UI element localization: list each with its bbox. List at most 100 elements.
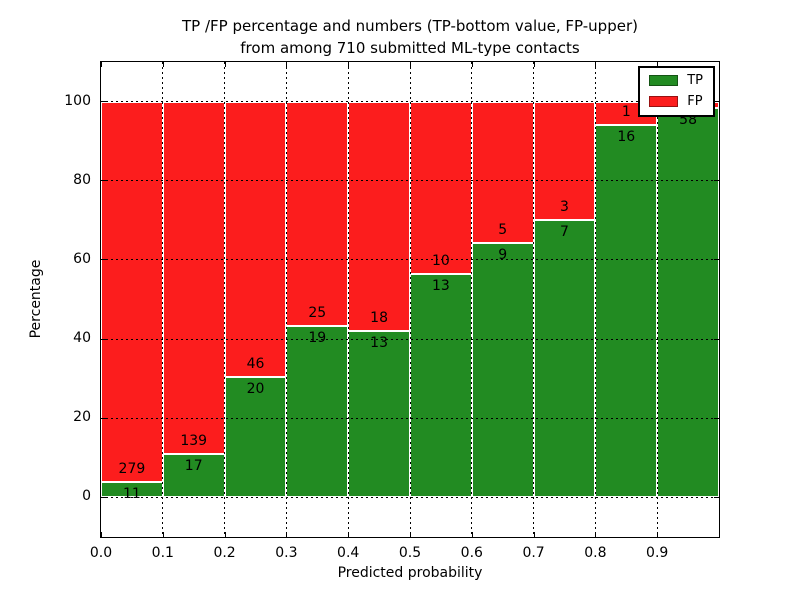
bar-fp-segment [471, 101, 534, 243]
bar-tp-segment [471, 242, 534, 498]
plot-area: TP FP 279 11 139 17 46 20 25 19 18 13 10 13 5 9 3 7 1 16 1… [64, 61, 720, 561]
legend-label-fp: FP [687, 94, 703, 109]
tp-count-label: 19 [308, 330, 327, 347]
x-tick-mark [410, 532, 411, 537]
x-tick-label: 0.0 [89, 545, 113, 561]
fp-count-label: 3 [560, 199, 569, 216]
bar-tp-segment [348, 331, 410, 498]
x-tick-mark [533, 532, 535, 537]
y-tick-label: 20 [73, 409, 91, 426]
x-tick-mark [595, 62, 597, 67]
y-tick-mark [714, 496, 719, 498]
x-tick-mark [286, 532, 288, 537]
fp-count-label: 25 [308, 305, 327, 322]
y-axis-label: Percentage [28, 259, 44, 339]
bar-fp-segment [348, 101, 410, 332]
bar-fp-segment [162, 101, 225, 455]
y-tick-mark [714, 180, 719, 182]
y-tick-mark [101, 180, 106, 182]
y-tick-mark [101, 417, 106, 419]
y-tick-mark [101, 338, 106, 340]
gridline-vertical [533, 62, 535, 537]
x-tick-label: 0.9 [646, 545, 669, 561]
tp-count-label: 16 [617, 128, 636, 145]
gridline-vertical [656, 62, 658, 537]
y-tick-label: 60 [73, 250, 91, 267]
fp-count-label: 139 [180, 433, 208, 450]
y-tick-mark [101, 101, 106, 103]
gridline-vertical [347, 62, 349, 537]
y-tick-mark [101, 496, 106, 498]
fp-count-label: 18 [370, 310, 388, 327]
bar-tp-segment [533, 220, 596, 498]
bar-fp-segment [410, 101, 472, 274]
x-axis-label: Predicted probability [337, 565, 483, 581]
x-tick-mark [595, 532, 597, 537]
y-tick-label: 40 [73, 330, 91, 347]
gridline-vertical [471, 62, 473, 537]
y-tick-mark [714, 417, 719, 419]
x-tick-mark [101, 532, 102, 537]
fp-swatch-icon [649, 96, 679, 107]
tp-count-label: 20 [246, 381, 265, 398]
x-tick-mark [533, 62, 535, 67]
tp-count-label: 9 [498, 246, 508, 263]
x-tick-mark [162, 62, 164, 67]
bar-tp-segment [595, 124, 658, 498]
x-tick-mark [162, 532, 164, 537]
tp-count-label: 11 [122, 486, 141, 503]
x-tick-mark [101, 62, 102, 67]
x-tick-mark [471, 532, 473, 537]
bar-fp-segment [286, 101, 349, 327]
x-tick-label: 0.2 [213, 545, 236, 561]
gridline-vertical [162, 62, 164, 537]
fp-count-label: 5 [498, 221, 508, 238]
tp-count-label: 13 [431, 277, 450, 294]
tp-count-label: 7 [560, 224, 569, 241]
bar-tp-segment [224, 377, 287, 498]
x-tick-label: 0.3 [275, 545, 298, 561]
x-tick-mark [410, 62, 411, 67]
x-tick-mark [348, 62, 350, 67]
tp-swatch-icon [649, 75, 679, 86]
gridline-vertical [224, 62, 226, 537]
fp-count-label: 279 [118, 461, 146, 478]
x-tick-mark [286, 62, 288, 67]
legend-entry-fp: FP [649, 95, 703, 108]
x-tick-mark [224, 532, 226, 537]
x-tick-label: 0.1 [151, 545, 174, 561]
y-tick-mark [714, 101, 719, 103]
legend-entry-tp: TP [649, 74, 703, 87]
tp-count-label: 13 [370, 335, 388, 352]
x-tick-mark [348, 532, 350, 537]
tp-count-label: 17 [184, 458, 203, 475]
fp-count-label: 46 [246, 356, 265, 373]
y-tick-mark [714, 338, 719, 340]
chart-title-line2: from among 710 submitted ML-type contact… [240, 39, 580, 57]
x-tick-label: 0.8 [584, 545, 607, 561]
bar-tp-segment [162, 454, 225, 498]
chart-title: TP /FP percentage and numbers (TP-bottom… [101, 15, 719, 59]
y-tick-mark [101, 259, 106, 261]
x-tick-label: 0.4 [337, 545, 360, 561]
x-tick-mark [657, 532, 659, 537]
fp-count-label: 1 [621, 103, 631, 120]
bar-fp-segment [101, 101, 163, 483]
gridline-vertical [285, 62, 287, 537]
x-tick-mark [224, 62, 226, 67]
bar-tp-segment [657, 108, 719, 498]
x-tick-mark [657, 62, 659, 67]
y-tick-label: 80 [73, 171, 91, 188]
bar-tp-segment [286, 326, 349, 498]
legend: TP FP [638, 66, 715, 117]
legend-label-tp: TP [687, 73, 703, 88]
y-tick-label: 0 [82, 488, 91, 505]
y-tick-label: 100 [64, 92, 91, 109]
chart-title-line1: TP /FP percentage and numbers (TP-bottom… [182, 17, 638, 35]
gridline-vertical [409, 62, 411, 537]
x-tick-label: 0.5 [398, 545, 422, 561]
fp-count-label: 10 [431, 252, 450, 269]
x-tick-label: 0.6 [460, 545, 483, 561]
bar-fp-segment [224, 101, 287, 378]
